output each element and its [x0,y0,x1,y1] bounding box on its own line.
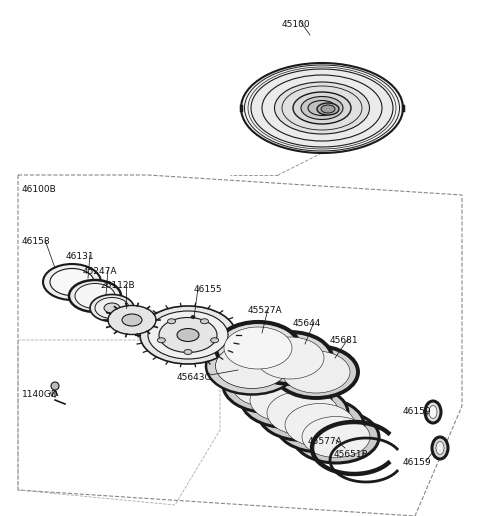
Ellipse shape [321,105,335,113]
Ellipse shape [425,401,441,423]
Text: 45577A: 45577A [308,437,343,446]
Text: 46131: 46131 [66,252,95,261]
Ellipse shape [282,351,350,393]
Ellipse shape [251,69,393,147]
Ellipse shape [191,315,195,318]
Ellipse shape [50,268,94,296]
Text: 45651B: 45651B [334,450,369,459]
Ellipse shape [51,382,59,390]
Text: 1140GD: 1140GD [22,390,59,399]
Ellipse shape [157,338,166,343]
Ellipse shape [148,311,228,359]
Ellipse shape [308,101,336,116]
Ellipse shape [206,337,298,395]
Text: 45527A: 45527A [248,306,283,315]
Ellipse shape [429,406,437,418]
Ellipse shape [248,332,332,384]
Ellipse shape [256,337,324,379]
Ellipse shape [216,322,300,374]
Ellipse shape [140,306,236,364]
Text: 46155: 46155 [194,285,223,294]
Ellipse shape [69,280,121,312]
Ellipse shape [267,391,339,435]
Ellipse shape [216,344,288,389]
Ellipse shape [302,416,370,458]
Text: 45100: 45100 [282,20,311,29]
Text: 46158: 46158 [22,237,50,246]
Ellipse shape [258,385,348,441]
Text: 46159: 46159 [403,407,432,416]
Ellipse shape [436,442,444,455]
Ellipse shape [241,63,403,153]
Ellipse shape [95,298,129,318]
Ellipse shape [75,283,115,309]
Ellipse shape [43,264,101,300]
Ellipse shape [250,378,322,422]
Ellipse shape [293,92,351,124]
Ellipse shape [432,437,448,459]
Ellipse shape [90,295,134,321]
Ellipse shape [201,319,208,324]
Ellipse shape [177,329,199,342]
Ellipse shape [168,319,176,324]
Ellipse shape [108,305,156,334]
Ellipse shape [184,349,192,354]
Text: 45247A: 45247A [83,267,118,276]
Ellipse shape [122,314,142,326]
Ellipse shape [104,303,120,313]
Ellipse shape [285,404,355,446]
Ellipse shape [159,317,217,352]
Text: 26112B: 26112B [100,281,134,290]
Text: 46100B: 46100B [22,185,57,194]
Ellipse shape [317,103,339,115]
Text: 45644: 45644 [293,319,322,328]
Ellipse shape [275,82,370,134]
Ellipse shape [232,363,304,407]
Ellipse shape [211,338,218,343]
Ellipse shape [276,398,364,452]
Text: 45681: 45681 [330,336,359,345]
Ellipse shape [274,346,358,398]
Ellipse shape [301,96,343,120]
Ellipse shape [223,358,313,412]
Text: 45643C: 45643C [177,373,212,382]
Ellipse shape [241,373,331,427]
Ellipse shape [293,411,379,463]
Ellipse shape [224,327,292,369]
Text: 46159: 46159 [403,458,432,467]
